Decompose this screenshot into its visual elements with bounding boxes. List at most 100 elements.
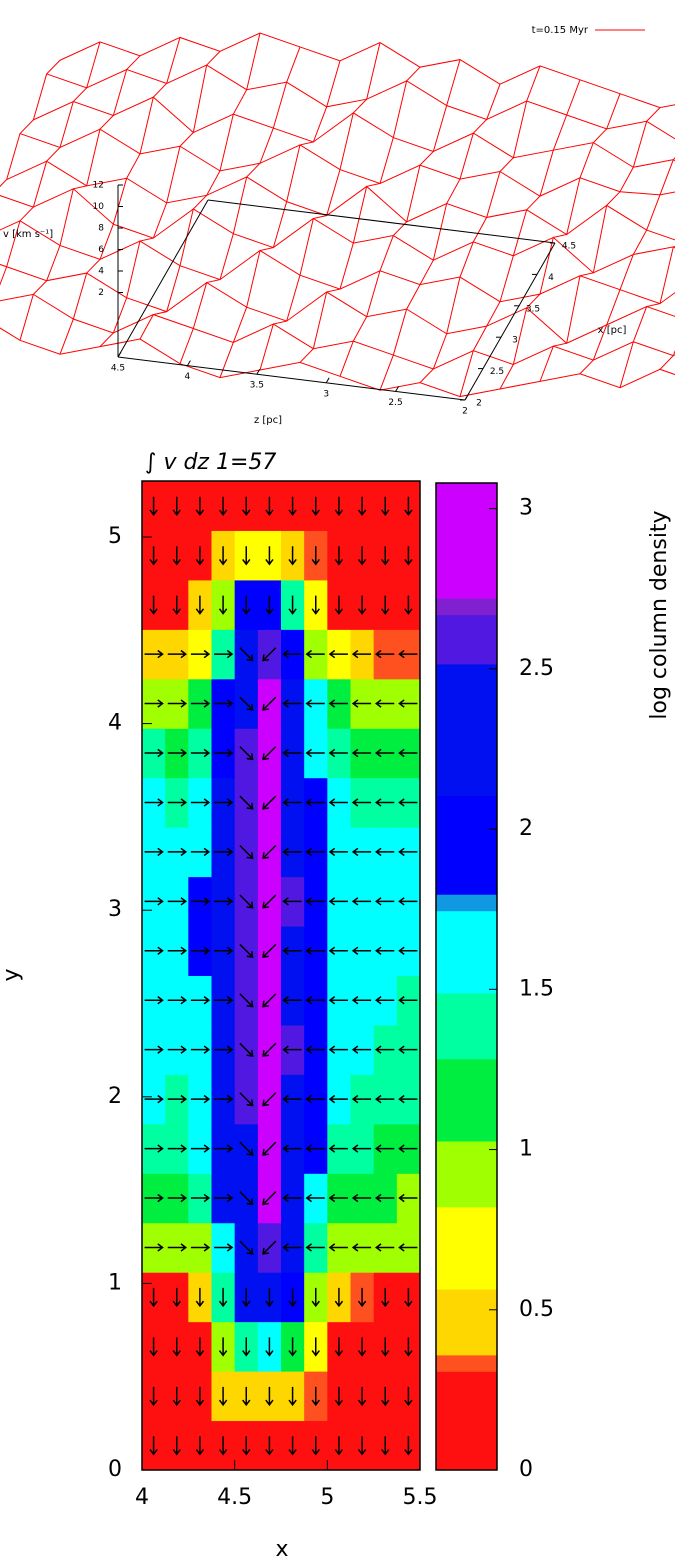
- v-tick-label: 10: [93, 202, 105, 212]
- surface-line: [99, 51, 221, 347]
- velocity-arrow: [214, 897, 234, 906]
- velocity-arrow: [167, 649, 188, 659]
- velocity-arrow: [357, 1436, 367, 1456]
- velocity-arrow: [218, 595, 228, 615]
- velocity-arrow: [311, 1436, 320, 1456]
- z-tick: [256, 368, 261, 375]
- velocity-arrow: [167, 847, 188, 857]
- y-tick-label: 0: [108, 1457, 122, 1482]
- velocity-arrow: [262, 943, 277, 959]
- velocity-arrow: [357, 546, 367, 566]
- x-tick-label: 3.5: [526, 304, 540, 314]
- velocity-arrow: [357, 1386, 367, 1407]
- velocity-arrow: [305, 1243, 325, 1252]
- v-tick-label: 4: [98, 267, 104, 277]
- velocity-arrow: [172, 1436, 181, 1456]
- colorbar-band: [436, 1321, 497, 1339]
- velocity-arrow: [218, 1337, 228, 1357]
- surface-line: [6, 160, 675, 241]
- z-tick-label: 4: [185, 372, 191, 382]
- velocity-arrow: [265, 1287, 274, 1308]
- velocity-arrow: [242, 1287, 251, 1308]
- velocity-arrow: [149, 1386, 158, 1407]
- velocity-arrow: [311, 1337, 320, 1357]
- x-axis-label: x: [275, 1537, 288, 1558]
- velocity-arrow: [239, 647, 254, 662]
- velocity-arrow: [357, 496, 367, 516]
- velocity-arrow: [328, 1045, 348, 1054]
- velocity-arrow: [288, 1436, 297, 1456]
- velocity-arrow: [144, 996, 164, 1005]
- z-tick-label: 3.5: [250, 381, 264, 391]
- velocity-arrow: [172, 496, 181, 516]
- velocity-arrow: [218, 1436, 228, 1456]
- velocity-arrow: [262, 1141, 277, 1156]
- velocity-arrow: [374, 1243, 395, 1252]
- z-tick: [186, 360, 191, 366]
- velocity-arrow: [351, 649, 372, 659]
- colorbar-band: [436, 647, 497, 665]
- velocity-arrow: [398, 798, 418, 807]
- velocity-arrow: [381, 1436, 390, 1456]
- z-tick: [464, 394, 469, 401]
- velocity-arrow: [239, 943, 254, 959]
- v-tick-label: 12: [93, 181, 104, 191]
- velocity-arrow: [404, 546, 413, 566]
- v-tick-label: 8: [98, 224, 104, 234]
- surface-line: [0, 327, 675, 398]
- colorbar-band: [436, 483, 497, 500]
- surface: [0, 32, 675, 398]
- velocity-arrow: [305, 748, 325, 758]
- velocity-arrow: [404, 1337, 413, 1357]
- colorbar-band: [436, 943, 497, 961]
- velocity-arrow: [190, 798, 211, 807]
- velocity-arrow: [190, 1094, 211, 1104]
- velocity-arrow: [265, 595, 274, 615]
- velocity-arrow: [351, 847, 372, 857]
- legend-label: t=0.15 Myr: [532, 25, 589, 36]
- velocity-arrow: [374, 1094, 395, 1104]
- velocity-arrow: [305, 649, 325, 659]
- velocity-arrow: [214, 748, 234, 758]
- velocity-arrow: [328, 748, 348, 758]
- velocity-arrow: [282, 1094, 302, 1104]
- velocity-arrow: [375, 1045, 395, 1054]
- colorbar-band: [436, 1141, 497, 1158]
- surface-line: [19, 55, 141, 341]
- surface-line: [299, 66, 421, 363]
- surface-line: [0, 220, 675, 305]
- velocity-arrow: [262, 1042, 277, 1057]
- colorbar-band: [436, 1206, 497, 1224]
- colorbar-band: [436, 927, 497, 945]
- velocity-arrow: [334, 595, 344, 615]
- velocity-arrow: [328, 649, 348, 659]
- velocity-arrow: [305, 996, 325, 1005]
- colorbar-band: [436, 1042, 497, 1060]
- velocity-arrow: [305, 1193, 325, 1203]
- velocity-arrow: [167, 1193, 188, 1203]
- velocity-arrow: [398, 1045, 418, 1054]
- z-tick-label: 3: [323, 389, 329, 399]
- surface-line: [459, 79, 581, 397]
- velocity-arrow: [288, 496, 297, 516]
- velocity-arrow: [262, 1092, 277, 1107]
- surface-line: [339, 59, 461, 377]
- velocity-arrow: [265, 1436, 274, 1456]
- velocity-arrow: [288, 1386, 297, 1407]
- velocity-arrow: [328, 946, 348, 955]
- velocity-arrow: [398, 649, 418, 659]
- colorbar-band: [436, 565, 497, 583]
- x-tick-label: 2.5: [490, 367, 504, 377]
- velocity-arrow: [262, 795, 277, 810]
- velocity-arrow: [167, 798, 187, 807]
- velocity-arrow: [404, 1287, 413, 1308]
- velocity-arrow: [190, 847, 211, 857]
- colorbar-band: [436, 548, 497, 566]
- surface-line: [619, 246, 675, 388]
- colorbar-tick-label: 2.5: [519, 656, 554, 681]
- x-tick-label: 2: [476, 399, 482, 409]
- velocity-arrow: [381, 1337, 390, 1357]
- colorbar-band: [436, 1305, 497, 1323]
- velocity-arrow: [144, 897, 164, 906]
- x-tick-label: 5: [320, 1485, 334, 1510]
